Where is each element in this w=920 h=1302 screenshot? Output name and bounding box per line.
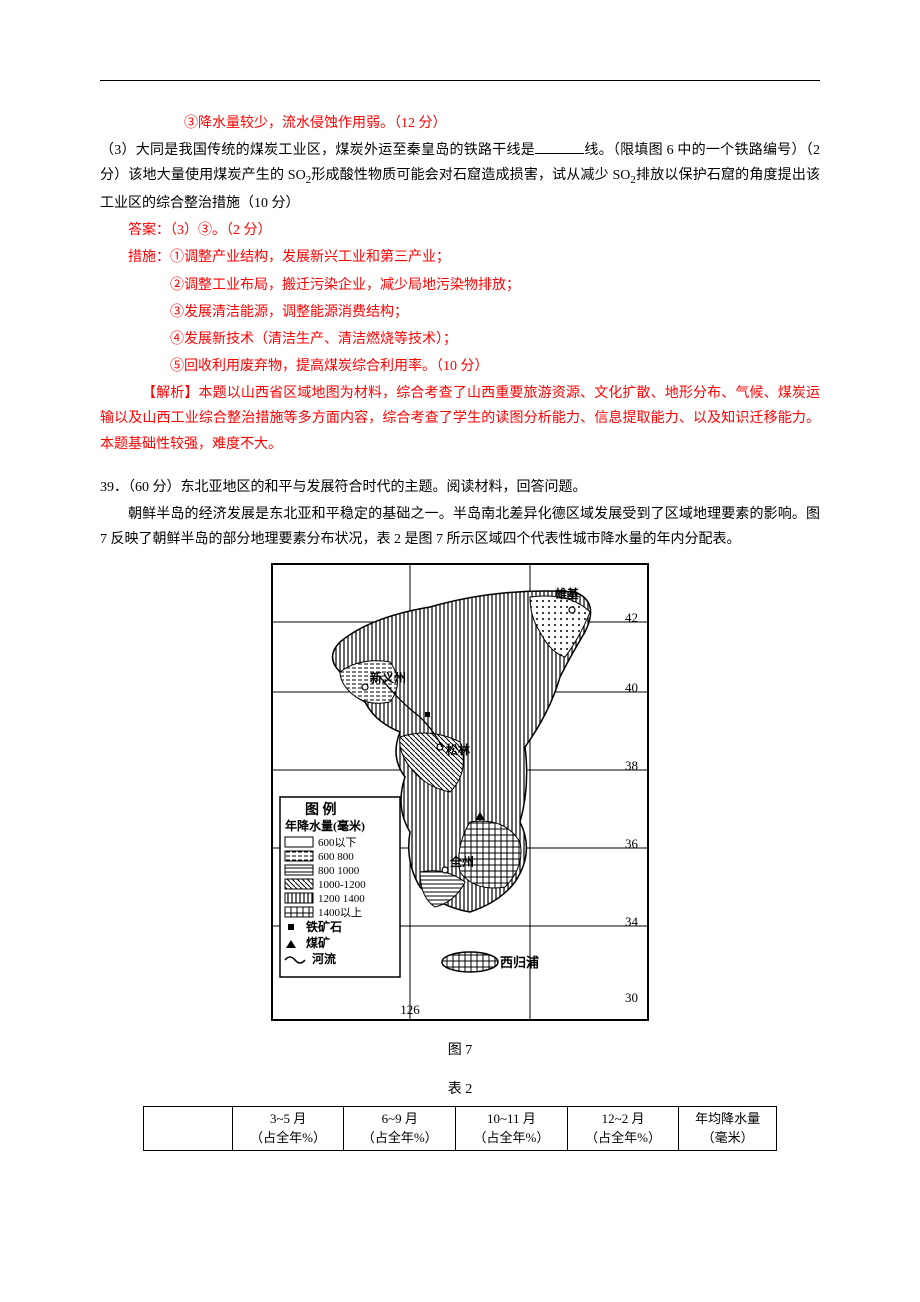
q39-paragraph: 朝鲜半岛的经济发展是东北亚和平稳定的基础之一。半岛南北差异化德区域发展受到了区域… [100,502,820,552]
city-quanzhou: 全州 [449,854,474,869]
table-header-1: 3~5 月（占全年%） [232,1106,344,1150]
figure-7-caption: 图 7 [100,1038,820,1063]
legend-subtitle: 年降水量(毫米) [285,818,365,833]
legend-item-1: 600 800 [318,851,354,863]
legend-item-5: 1400以上 [318,906,362,919]
measure-2: ②调整工业布局，搬迁污染企业，减少局地污染物排放； [100,273,820,298]
measure-5: ⑤回收利用废弃物，提高煤炭综合利用率。（10 分） [100,354,820,379]
legend-item-2: 800 1000 [318,865,360,877]
table-header-4: 12~2 月（占全年%） [567,1106,679,1150]
lat-42: 42 [625,610,638,625]
q39-header: 39．（60 分）东北亚地区的和平与发展符合时代的主题。阅读材料，回答问题。 [100,475,820,500]
city-xinyizhou: 新义州 [370,670,406,685]
table-header-3: 10~11 月（占全年%） [456,1106,568,1150]
analysis-body: 本题以山西省区域地图为材料，综合考查了山西重要旅游资源、文化扩散、地形分布、气候… [100,386,820,451]
lat-36: 36 [625,836,639,851]
precipitation-table: 3~5 月（占全年%） 6~9 月（占全年%） 10~11 月（占全年%） 12… [143,1106,777,1151]
legend-coal: 煤矿 [306,935,330,950]
legend-item-4: 1200 1400 [318,893,365,905]
measure-3: ③发展清洁能源，调整能源消费结构； [100,300,820,325]
q3-after-a: 形成酸性物质可能会对石窟造成损害，试从减少 SO [311,168,630,183]
korea-map-svg: 126 42 40 38 36 34 30 新义州 松林 全州 [270,562,650,1022]
legend-river: 河流 [311,951,336,966]
figure-7-container: 126 42 40 38 36 34 30 新义州 松林 全州 [100,562,820,1031]
legend-iron: 铁矿石 [306,919,342,934]
measure-1: ①调整产业结构，发展新兴工业和第三产业； [170,250,450,265]
analysis-block: 【解析】本题以山西省区域地图为材料，综合考查了山西重要旅游资源、文化扩散、地形分… [100,381,820,457]
blank-fill [535,141,584,155]
table-2-caption: 表 2 [100,1077,820,1102]
lat-34: 34 [625,914,639,929]
analysis-label: 【解析】 [100,386,199,401]
lat-30: 30 [625,990,638,1005]
lat-40: 40 [625,680,638,695]
header-rule [100,80,820,81]
table-header-2: 6~9 月（占全年%） [344,1106,456,1150]
measure-4: ④发展新技术（清洁生产、清洁燃烧等技术）； [100,327,820,352]
answer-3-number: 答案：（3）③。（2 分） [100,218,820,243]
table-header-0 [144,1106,233,1150]
document-page: ③降水量较少，流水侵蚀作用弱。（12 分） （3）大同是我国传统的煤炭工业区，煤… [0,0,920,1191]
lat-38: 38 [625,758,638,773]
spacer [100,459,820,473]
measures-label: 措施： [128,250,170,265]
city-xiguipu: 西归浦 [500,955,539,970]
legend-item-0: 600以下 [318,837,357,849]
question-3: （3）大同是我国传统的煤炭工业区，煤炭外运至秦皇岛的铁路干线是线。（限填图 6 … [100,138,820,216]
q3-prefix: （3）大同是我国传统的煤炭工业区，煤炭外运至秦皇岛的铁路干线是 [100,143,535,158]
answer-line-water: ③降水量较少，流水侵蚀作用弱。（12 分） [100,111,820,136]
legend-item-3: 1000-1200 [318,879,366,891]
measures-line-1: 措施：①调整产业结构，发展新兴工业和第三产业； [100,245,820,270]
lon-126: 126 [400,1002,420,1017]
table-header-5: 年均降水量（毫米） [679,1106,776,1150]
city-songlin: 松林 [446,742,470,757]
legend-title: 图 例 [305,801,337,818]
city-xiongji: 雄基 [554,586,580,601]
table-header-row: 3~5 月（占全年%） 6~9 月（占全年%） 10~11 月（占全年%） 12… [144,1106,777,1150]
